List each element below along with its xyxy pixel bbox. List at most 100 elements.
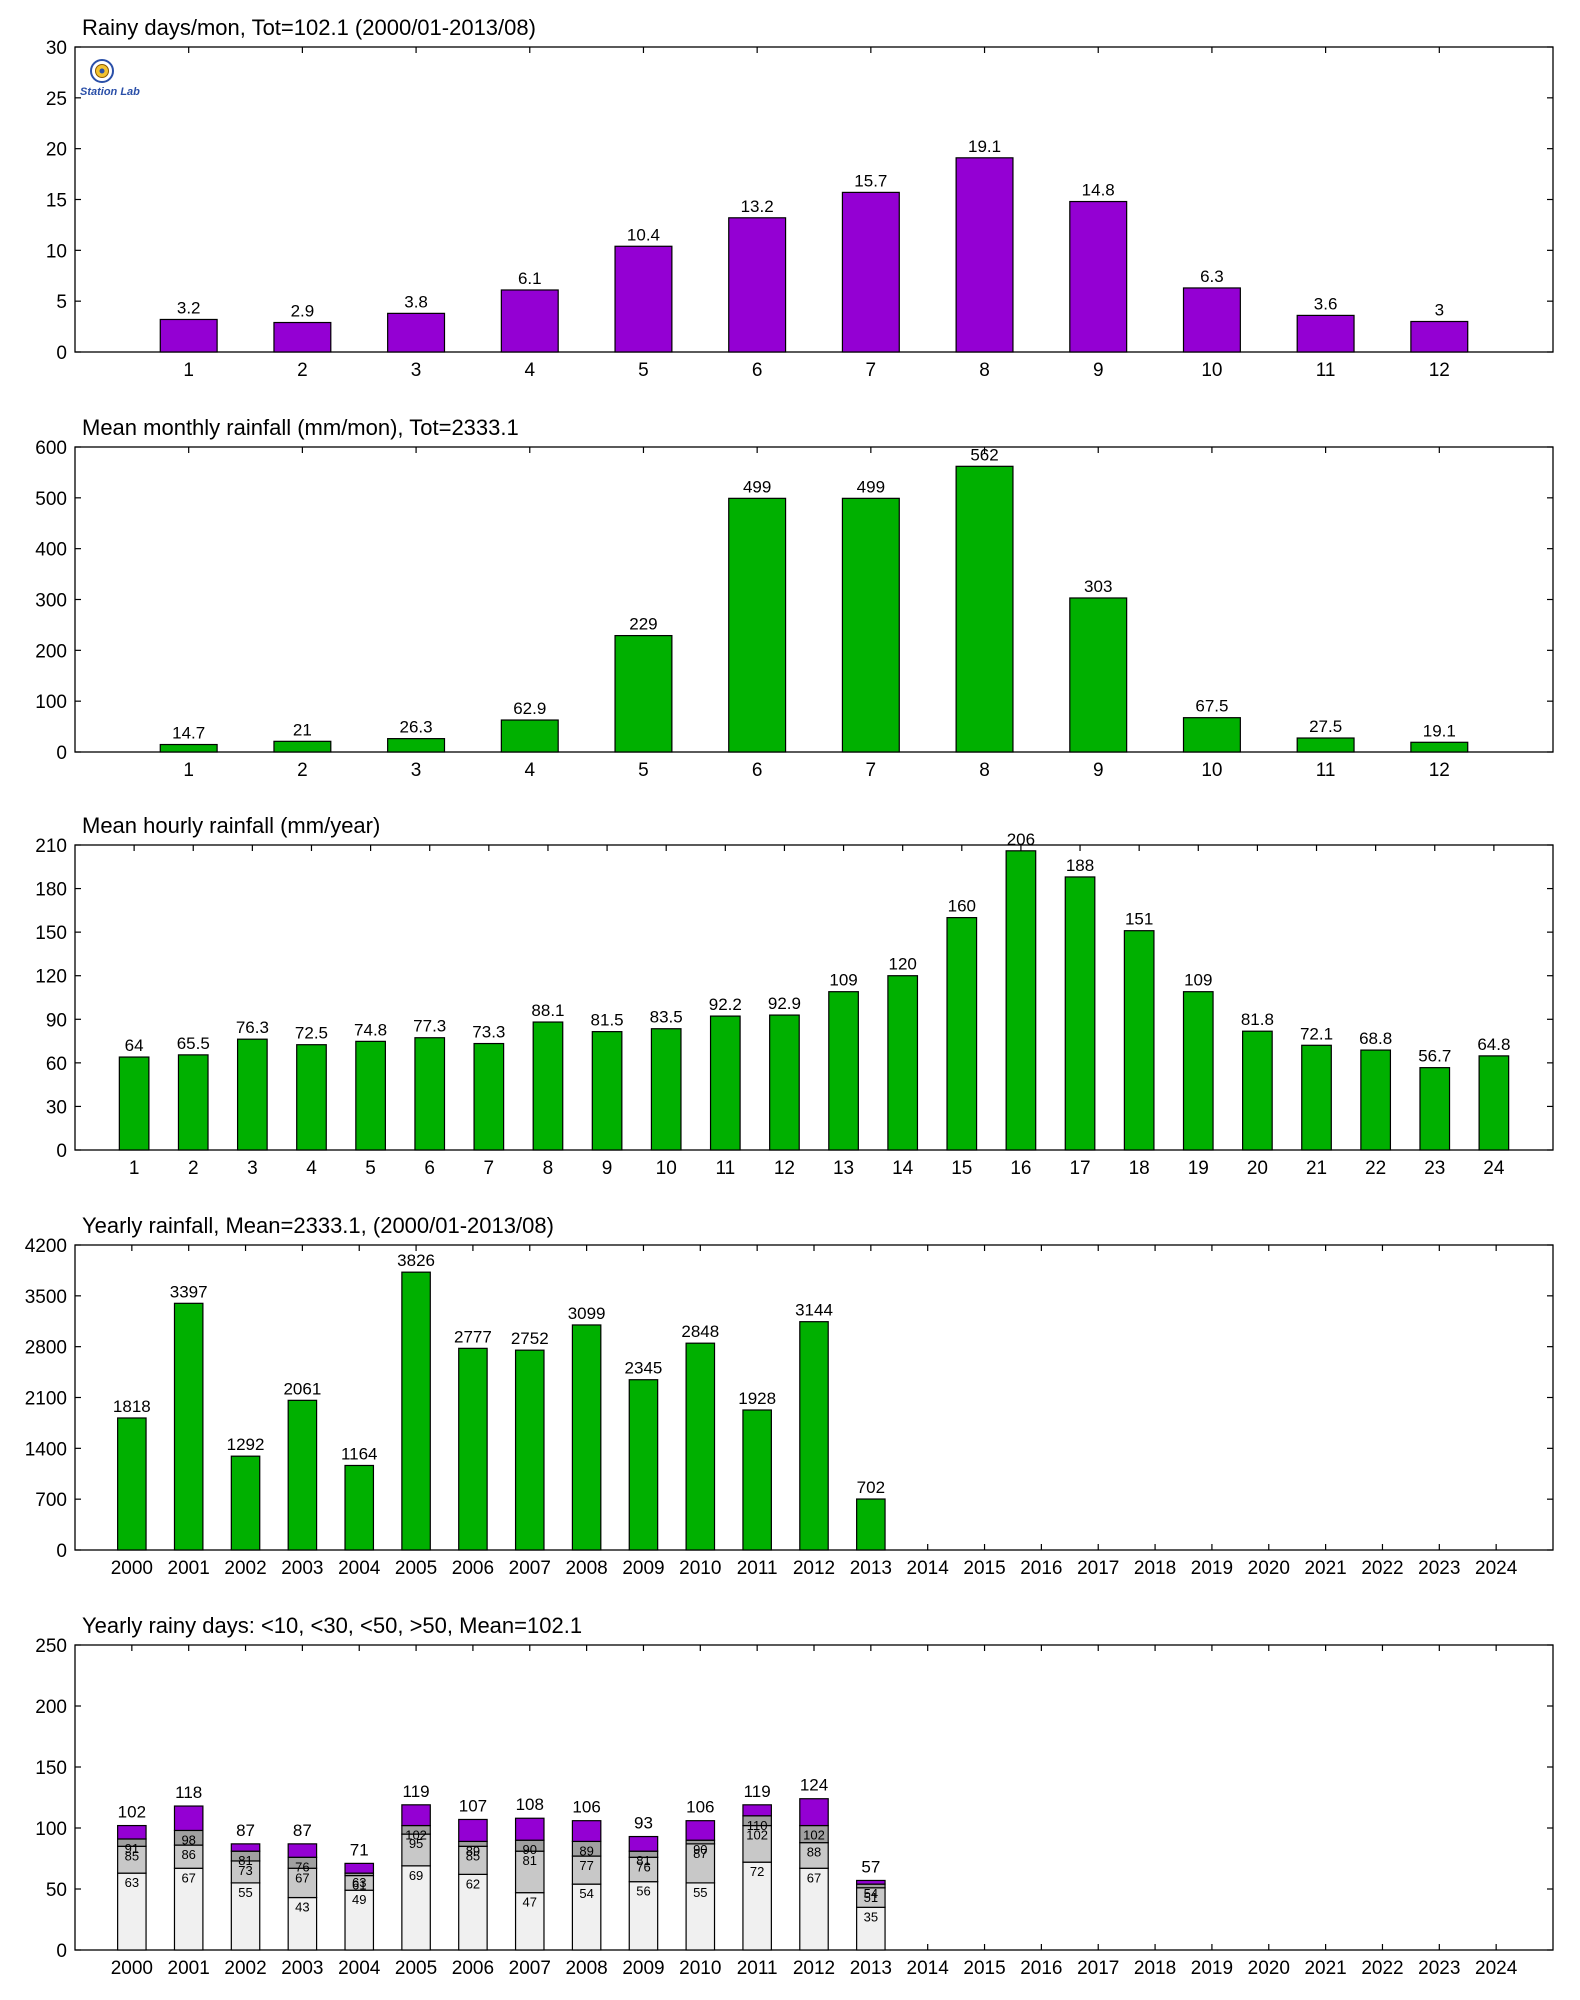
bar: [230, 1455, 261, 1551]
stack-label-lt30: 85: [466, 1848, 480, 1863]
bar-value-label: 83.5: [650, 1008, 683, 1027]
x-tick-label: 2013: [850, 1958, 892, 1979]
x-tick-label: 2006: [452, 1558, 494, 1579]
stack-segment-total: [685, 1820, 716, 1841]
x-tick-label: 3: [247, 1158, 258, 1179]
x-tick-label: 5: [365, 1158, 376, 1179]
x-tick-label: 7: [484, 1158, 495, 1179]
stack-label-lt30: 73: [238, 1863, 252, 1878]
y-tick-label: 3500: [25, 1287, 67, 1308]
bar: [401, 1271, 431, 1551]
bar-value-label: 19.1: [968, 137, 1001, 156]
bar-value-label: 120: [888, 955, 916, 974]
x-tick-label: 2000: [111, 1958, 153, 1979]
stack-label-lt50: 90: [523, 1842, 537, 1857]
x-tick-label: 12: [1429, 360, 1450, 381]
x-tick-label: 2001: [168, 1958, 210, 1979]
bar-value-label: 27.5: [1309, 717, 1342, 736]
stack-segment-total: [401, 1804, 431, 1827]
x-tick-label: 2016: [1020, 1558, 1062, 1579]
stack-label-lt50: 89: [466, 1843, 480, 1858]
x-tick-label: 10: [656, 1158, 677, 1179]
y-tick-label: 200: [35, 641, 67, 662]
bar: [1301, 1044, 1332, 1151]
x-tick-label: 10: [1201, 360, 1222, 381]
bar-value-label: 92.9: [768, 994, 801, 1013]
x-tick-label: 2010: [679, 1958, 721, 1979]
bar-value-label: 10.4: [627, 225, 660, 244]
chart-yearly-rainy-days: Yearly rainy days: <10, <30, <50, >50, M…: [35, 1613, 1554, 1979]
stack-segment-lt30: [742, 1824, 772, 1863]
y-tick-label: 5: [56, 292, 67, 313]
bar-value-label: 14.8: [1082, 181, 1115, 200]
y-tick-label: 0: [56, 743, 67, 764]
y-tick-label: 0: [56, 1141, 67, 1162]
x-tick-label: 22: [1365, 1158, 1386, 1179]
x-tick-label: 2011: [737, 1558, 778, 1579]
bar: [591, 1031, 623, 1151]
x-tick-label: 2018: [1134, 1558, 1176, 1579]
bar-value-label: 92.2: [709, 995, 742, 1014]
bar: [1410, 320, 1469, 353]
y-tick-label: 2100: [25, 1389, 67, 1410]
bar: [514, 1349, 545, 1551]
x-tick-label: 24: [1483, 1158, 1505, 1179]
stack-label-lt10: 43: [295, 1900, 309, 1915]
x-tick-label: 1: [183, 360, 194, 381]
bar-value-label: 499: [857, 477, 885, 496]
stack-segment-total: [230, 1843, 261, 1852]
bar-value-label: 702: [857, 1478, 885, 1497]
x-tick-label: 9: [602, 1158, 613, 1179]
bar-value-label: 109: [829, 971, 857, 990]
bar: [709, 1015, 741, 1151]
bar: [273, 321, 332, 353]
stack-segment-total: [344, 1862, 375, 1874]
bar-value-label: 3826: [397, 1251, 435, 1270]
bar-value-label: 160: [948, 897, 976, 916]
bar: [650, 1028, 682, 1151]
bar: [841, 191, 900, 353]
stack-label-lt10: 67: [181, 1870, 195, 1885]
x-tick-label: 2002: [224, 1558, 266, 1579]
bar: [500, 719, 559, 753]
y-tick-label: 150: [35, 1758, 67, 1779]
bar: [1419, 1067, 1451, 1151]
bar-value-label: 56.7: [1418, 1047, 1451, 1066]
bar-value-label: 6.3: [1200, 267, 1224, 286]
stack-label-lt10: 62: [466, 1876, 480, 1891]
x-tick-label: 10: [1201, 760, 1222, 781]
x-tick-label: 11: [715, 1158, 735, 1179]
bar-value-label: 3: [1435, 301, 1444, 320]
stack-segment-lt10: [344, 1889, 375, 1951]
bar: [236, 1038, 268, 1151]
bar: [1069, 200, 1128, 353]
stack-total-label: 57: [861, 1857, 880, 1876]
bar-value-label: 2848: [681, 1322, 719, 1341]
x-tick-label: 6: [752, 760, 763, 781]
stack-label-lt50: 81: [636, 1853, 650, 1868]
y-tick-label: 0: [56, 1541, 67, 1562]
bar: [685, 1342, 716, 1551]
x-tick-label: 2005: [395, 1958, 437, 1979]
x-tick-label: 2008: [565, 1958, 607, 1979]
bar-value-label: 2752: [511, 1329, 549, 1348]
bar: [955, 465, 1014, 753]
stack-label-lt30: 88: [807, 1845, 821, 1860]
bar-value-label: 2.9: [291, 302, 315, 321]
x-tick-label: 23: [1424, 1158, 1445, 1179]
x-tick-label: 2011: [737, 1958, 778, 1979]
stack-label-lt30: 95: [409, 1836, 423, 1851]
x-tick-label: 6: [424, 1158, 435, 1179]
stack-label-lt50: 98: [181, 1832, 195, 1847]
bar: [1478, 1055, 1510, 1151]
bar: [1123, 930, 1155, 1151]
bar-value-label: 64.8: [1477, 1035, 1510, 1054]
bar-value-label: 3.8: [404, 292, 428, 311]
bar: [344, 1464, 375, 1551]
y-tick-label: 100: [35, 692, 67, 713]
chart-mean-monthly-rainfall: Mean monthly rainfall (mm/mon), Tot=2333…: [35, 415, 1554, 781]
stack-label-lt50: 90: [693, 1842, 707, 1857]
x-tick-label: 2023: [1418, 1558, 1460, 1579]
x-tick-label: 2007: [509, 1958, 551, 1979]
